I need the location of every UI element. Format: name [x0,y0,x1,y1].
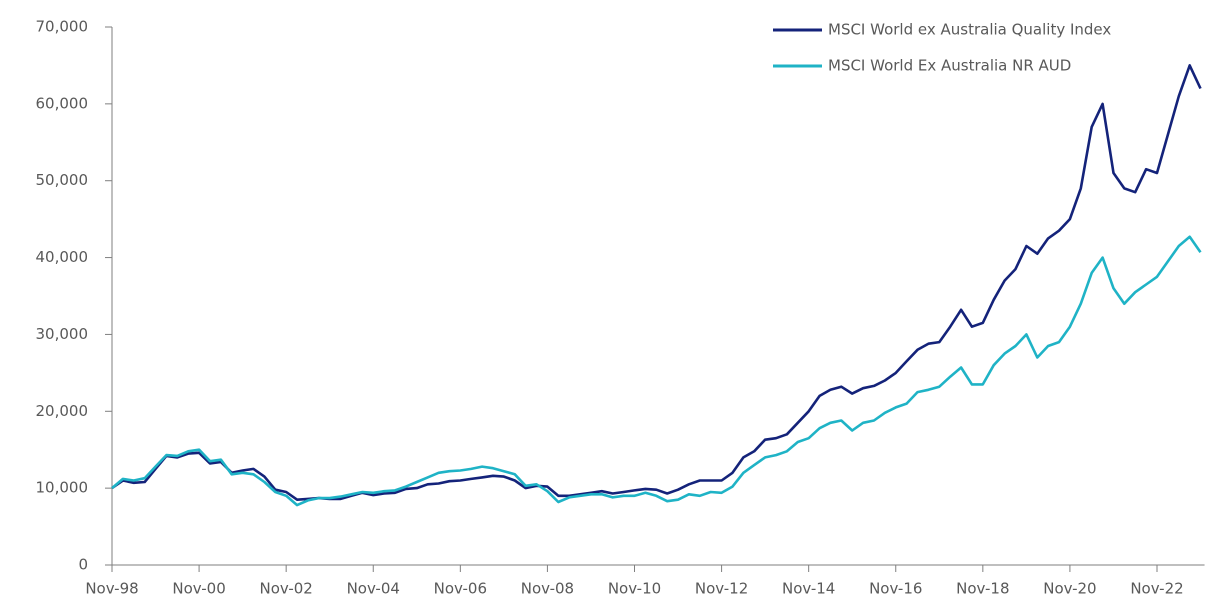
x-tick-label: Nov-02 [259,580,312,598]
x-tick-label: Nov-08 [521,580,574,598]
x-tick-label: Nov-98 [85,580,138,598]
y-tick-label: 10,000 [36,479,89,497]
y-tick-label: 0 [78,556,88,574]
y-tick-label: 70,000 [36,18,89,36]
x-tick-label: Nov-16 [869,580,922,598]
x-tick-label: Nov-20 [1043,580,1096,598]
y-tick-label: 50,000 [36,171,89,189]
y-tick-label: 60,000 [36,94,89,112]
y-tick-label: 20,000 [36,402,89,420]
x-tick-label: Nov-00 [172,580,225,598]
x-tick-label: Nov-12 [695,580,748,598]
series-line [111,64,1202,501]
series-line [111,235,1202,507]
legend-label: MSCI World Ex Australia NR AUD [828,57,1071,75]
y-tick-label: 30,000 [36,325,89,343]
x-tick-label: Nov-22 [1130,580,1183,598]
x-tick-label: Nov-06 [434,580,487,598]
y-tick-label: 40,000 [36,248,89,266]
legend-label: MSCI World ex Australia Quality Index [828,21,1111,39]
x-tick-label: Nov-14 [782,580,835,598]
x-tick-label: Nov-04 [347,580,400,598]
x-tick-label: Nov-10 [608,580,661,598]
x-tick-label: Nov-18 [956,580,1009,598]
